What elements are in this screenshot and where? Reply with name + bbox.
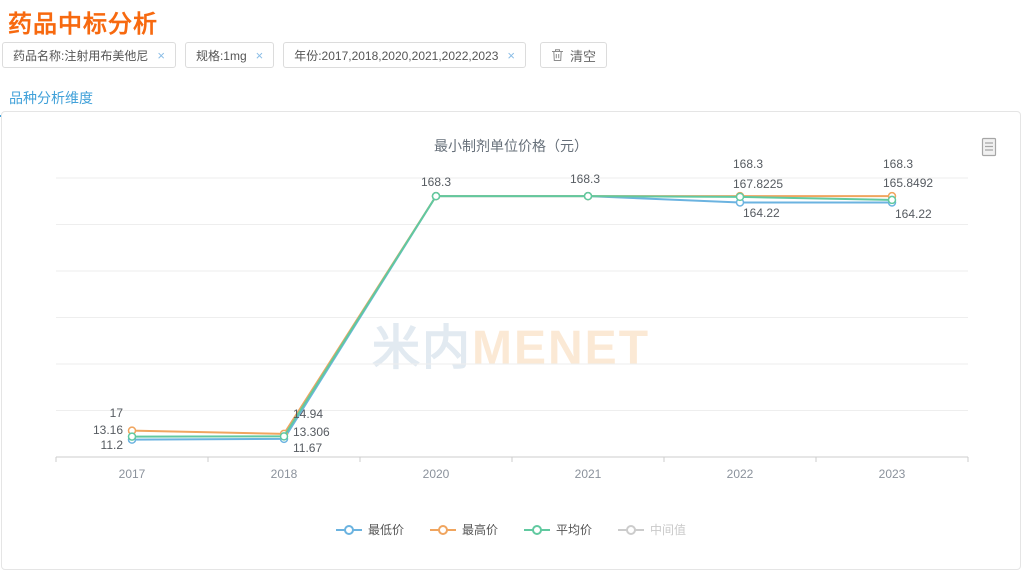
filter-tag-label: 药品名称:注射用布美他尼 [13,48,149,63]
line-series-icon [524,524,550,535]
remove-filter-icon[interactable]: × [255,47,264,63]
x-axis-label: 2022 [727,467,754,481]
page-title: 药品中标分析 [8,11,158,38]
watermark-en: MENET [472,322,651,375]
filter-tag-years: 年份:2017,2018,2020,2021,2022,2023 × [283,42,526,68]
data-point-label: 165.8492 [883,176,933,190]
data-point[interactable] [431,191,441,201]
data-point-label: 167.8225 [733,177,783,191]
legend-item-avg-price[interactable]: 平均价 [524,521,592,538]
data-point[interactable] [583,191,593,201]
chart-card: 米内MENET 2017 2018 2020 2021 2022 2023 17 13.16 1… [1,111,1021,570]
data-view-icon[interactable] [981,137,999,159]
data-point-label: 13.306 [293,425,330,439]
legend-label: 平均价 [556,523,593,537]
filter-tag-spec: 规格:1mg × [184,42,275,68]
line-series-icon [429,524,456,535]
data-point-label: 17 [110,406,124,420]
data-point-label: 11.2 [101,438,124,452]
remove-filter-icon[interactable]: × [507,47,515,63]
series-line-2 [131,195,893,438]
series-line-1 [131,195,892,435]
remove-filter-icon[interactable]: × [157,47,165,63]
data-point[interactable] [127,432,137,441]
legend-label: 最高价 [461,523,498,537]
clear-filters-button[interactable]: 清空 [540,42,608,68]
x-axis-label: 2020 [423,467,450,481]
legend-item-min-price[interactable]: 最低价 [335,521,404,538]
legend-item-median[interactable]: 中间值 [618,521,686,538]
x-axis-label: 2021 [575,467,602,481]
data-point-label: 11.67 [293,441,322,455]
data-point-label: 13.16 [93,423,123,437]
data-point[interactable] [887,195,897,205]
data-point-label: 168.3 [733,157,763,171]
data-point-label: 168.3 [421,175,451,189]
data-point[interactable] [735,192,745,202]
trash-icon [552,49,563,61]
data-point-label: 14.94 [293,407,323,421]
line-series-icon [618,524,645,535]
x-axis-label: 2017 [119,467,146,481]
x-axis-label: 2023 [879,467,906,481]
watermark-cn: 米内 [371,322,473,375]
chart-title: 最小制剂单位价格（元） [434,138,588,154]
document-icon [981,137,997,157]
menet-watermark: 米内MENET [372,308,650,378]
filter-tag-label: 规格:1mg [195,48,247,63]
data-point-label: 168.3 [883,157,913,171]
data-point-label: 168.3 [570,172,600,186]
filter-tag-label: 年份:2017,2018,2020,2021,2022,2023 [294,48,499,63]
clear-filters-label: 清空 [570,48,597,64]
chart-legend: 最低价 最高价 平均价 中间 [2,521,1020,538]
filter-tag-drug-name: 药品名称:注射用布美他尼 × [2,42,176,68]
x-axis-label: 2018 [271,467,298,481]
data-point[interactable] [279,432,289,441]
data-point-label: 164.22 [743,206,780,220]
legend-label: 中间值 [650,523,687,537]
data-point-label: 164.22 [895,207,932,221]
legend-item-max-price[interactable]: 最高价 [429,521,498,538]
legend-label: 最低价 [367,523,404,537]
line-series-icon [335,524,362,535]
filter-bar: 药品名称:注射用布美他尼 × 规格:1mg × 年份:2017,2018,202… [2,42,608,68]
